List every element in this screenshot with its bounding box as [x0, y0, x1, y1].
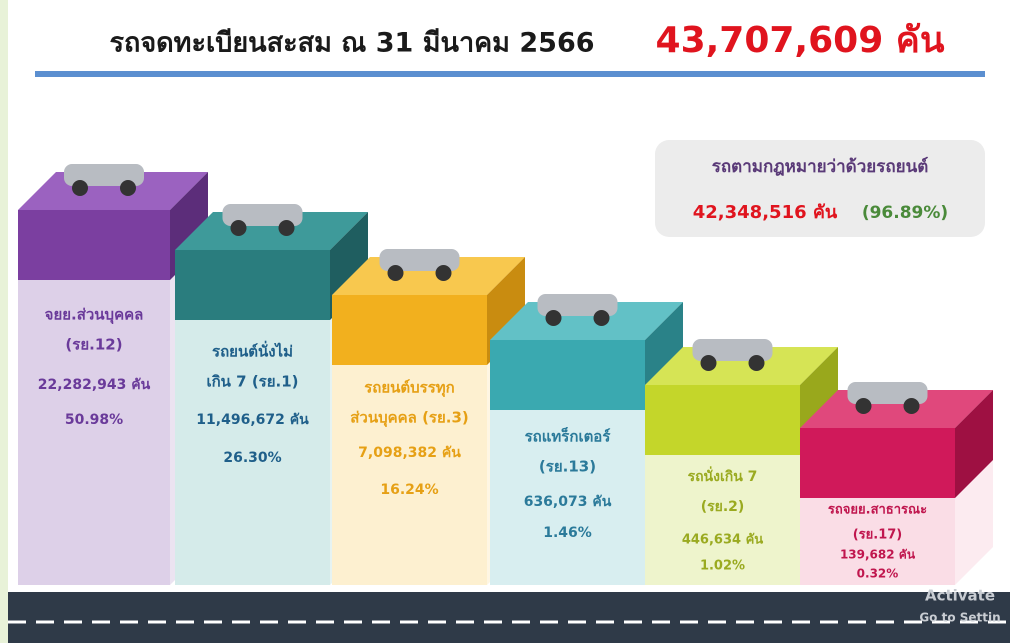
block-cap-top	[490, 302, 683, 340]
vehicle-wheel	[748, 355, 765, 371]
category-name: เกิน 7 (รย.1)	[206, 373, 298, 391]
title: รถจดทะเบียนสะสม ณ 31 มีนาคม 2566	[109, 28, 594, 59]
category-name: (รย.2)	[701, 499, 745, 515]
category-percent: 16.24%	[380, 482, 438, 498]
vehicle-wheel	[435, 265, 452, 281]
block-body	[800, 498, 955, 585]
category-name: ส่วนบุคคล (รย.3)	[350, 409, 469, 428]
road	[8, 592, 1010, 643]
vehicle-wheel	[120, 180, 136, 196]
summary-label: รถตามกฎหมายว่าด้วยรถยนต์	[712, 156, 929, 177]
vehicle-wheel	[230, 220, 247, 236]
block-cap	[332, 295, 487, 365]
summary-box	[655, 140, 985, 237]
total: 43,707,609 คัน	[656, 20, 945, 61]
vehicle-icon	[692, 339, 773, 361]
category-percent: 26.30%	[223, 450, 281, 466]
block-cap	[645, 385, 800, 455]
block-cap	[800, 428, 955, 498]
category-name: รถยนต์นั่งไม่	[212, 341, 293, 361]
block-body	[175, 320, 330, 585]
block-cap-side	[955, 390, 993, 498]
category-name: รถแทร็กเตอร์	[525, 427, 612, 446]
block-cap-top	[175, 212, 368, 250]
category-name: รถจยย.สาธารณะ	[828, 503, 927, 518]
vehicle-icon	[537, 294, 618, 316]
category-percent: 50.98%	[65, 412, 123, 428]
summary-count: 42,348,516 คัน	[693, 202, 838, 223]
category-percent: 1.46%	[543, 525, 592, 541]
block-cap	[175, 250, 330, 320]
vehicle-wheel	[278, 220, 295, 236]
block-cap-top	[800, 390, 993, 428]
vehicle-icon	[222, 204, 303, 226]
category-name: (รย.13)	[539, 458, 596, 476]
watermark: Go to Settin	[919, 611, 1000, 625]
vehicle-wheel	[593, 310, 610, 326]
category-name: รถนั่งเกิน 7	[688, 466, 758, 485]
title-underline	[35, 71, 985, 77]
category-name: จยย.ส่วนบุคคล	[45, 306, 144, 325]
vehicle-wheel	[387, 265, 404, 281]
category-name: (รย.17)	[853, 528, 903, 543]
vehicle-wheel	[545, 310, 562, 326]
block-cap	[18, 210, 170, 280]
watermark: Activate	[925, 587, 995, 605]
category-count: 139,682 คัน	[840, 548, 916, 562]
summary-percent: (96.89%)	[862, 203, 948, 223]
vehicle-wheel	[855, 398, 872, 414]
category-count: 11,496,672 คัน	[196, 412, 309, 428]
vehicle-icon	[847, 382, 928, 404]
category-name: รถยนต์บรรทุก	[364, 379, 455, 398]
block-body	[332, 365, 487, 585]
block-cap-top	[332, 257, 525, 295]
category-name: (รย.12)	[65, 336, 122, 354]
vehicle-icon	[379, 249, 460, 271]
category-percent: 1.02%	[700, 559, 745, 574]
vehicle-icon	[64, 164, 144, 186]
block-body	[18, 280, 170, 585]
category-percent: 0.32%	[857, 567, 899, 581]
left-edge	[0, 0, 8, 643]
block-body	[645, 455, 800, 585]
category-count: 7,098,382 คัน	[358, 445, 461, 461]
vehicle-wheel	[72, 180, 88, 196]
category-count: 22,282,943 คัน	[38, 377, 151, 393]
vehicle-wheel	[700, 355, 717, 371]
block-cap	[490, 340, 645, 410]
category-count: 446,634 คัน	[682, 533, 763, 548]
category-count: 636,073 คัน	[524, 494, 612, 510]
block-body	[490, 410, 645, 585]
vehicle-wheel	[903, 398, 920, 414]
block-cap-top	[645, 347, 838, 385]
